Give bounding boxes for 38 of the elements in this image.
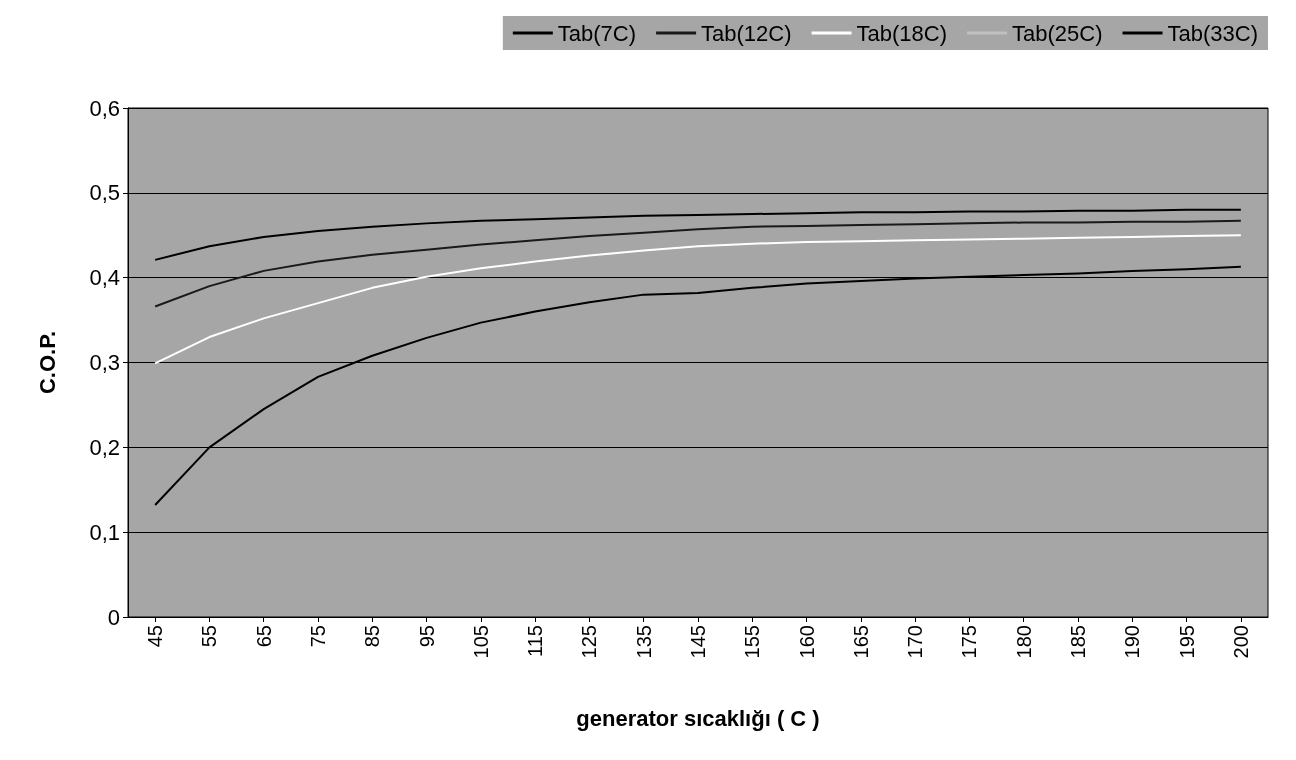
- line-series: [154, 208, 1242, 261]
- x-tick-label: 75: [307, 625, 329, 648]
- x-tick-label: 85: [361, 625, 384, 648]
- x-tick-label: 175: [958, 625, 981, 659]
- x-tick-label: 160: [795, 625, 818, 659]
- x-tick-label: 190: [1121, 625, 1144, 659]
- y-tick-label: 0: [107, 604, 120, 630]
- legend-label: Tab(33C): [1167, 20, 1258, 46]
- x-tick-label: 115: [524, 625, 547, 657]
- y-tick-label: 0,5: [89, 180, 120, 206]
- legend-label: Tab(25C): [1012, 20, 1103, 46]
- x-tick-label: 65: [252, 625, 275, 648]
- y-tick-label: 0,6: [89, 95, 120, 121]
- x-tick-label: 195: [1175, 625, 1198, 659]
- legend-label: Tab(7C): [557, 20, 637, 46]
- x-tick-label: 155: [741, 625, 764, 659]
- x-axis-title: generator sıcaklığı ( C ): [576, 705, 820, 731]
- x-tick-label: 170: [904, 625, 927, 659]
- x-tick-label: 145: [687, 625, 709, 659]
- y-tick-label: 0,2: [89, 434, 120, 460]
- y-tick-label: 0,4: [89, 265, 120, 291]
- legend-label: Tab(18C): [856, 20, 948, 46]
- y-tick-label: 0,1: [89, 519, 120, 545]
- x-tick-label: 105: [469, 625, 492, 659]
- x-tick-label: 180: [1012, 625, 1035, 659]
- y-tick-label: 0,3: [89, 350, 120, 375]
- x-tick-label: 95: [415, 625, 438, 648]
- line-series: [154, 219, 1242, 308]
- x-tick-label: 125: [578, 625, 601, 659]
- x-tick-label: 45: [144, 625, 167, 648]
- line-series: [154, 234, 1242, 365]
- x-tick-label: 165: [849, 625, 872, 659]
- x-tick-label: 55: [198, 625, 221, 648]
- y-axis-title: C.O.P.: [34, 330, 60, 395]
- x-tick-label: 200: [1229, 625, 1252, 659]
- x-tick-label: 185: [1067, 625, 1089, 659]
- x-tick-label: 135: [632, 625, 655, 659]
- legend-label: Tab(12C): [701, 20, 792, 46]
